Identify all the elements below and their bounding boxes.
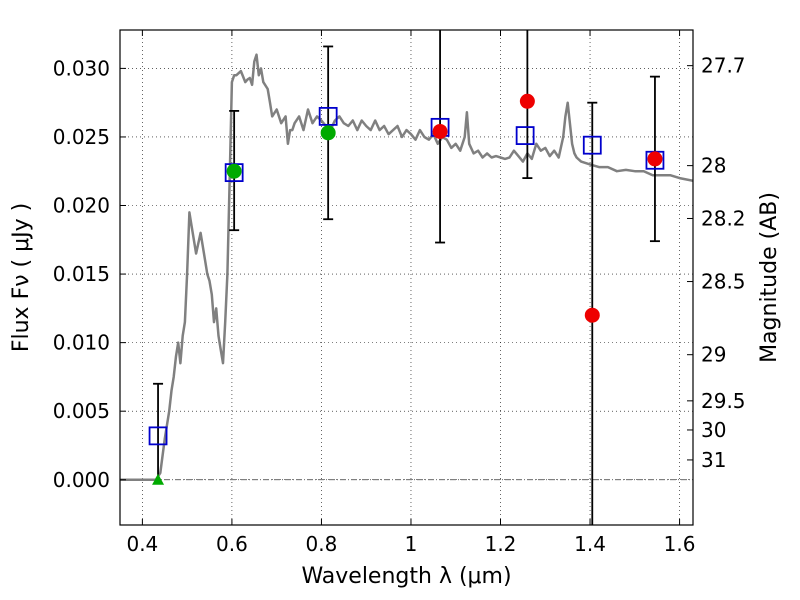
- x-tick-label: 1: [405, 532, 418, 556]
- y-tick-label: 0.015: [53, 262, 110, 286]
- model-spectrum-line: [120, 53, 693, 482]
- x-tick-label: 0.4: [126, 532, 158, 556]
- y-axis-right-magnitude: 27.7 28 28.2 28.5 29 29.5 30 31: [687, 54, 746, 472]
- x-axis: 0.4 0.6 0.8 1 1.2 1.4 1.6: [126, 30, 695, 556]
- y-tick-label: 0.010: [53, 331, 110, 355]
- mag-tick-label: 27.7: [701, 54, 746, 78]
- plot-frame: [119, 29, 694, 526]
- model-photometry-square: [318, 106, 338, 126]
- measurement-point-red: [519, 93, 535, 109]
- x-tick-label: 0.6: [216, 532, 248, 556]
- measurement-point-red: [584, 307, 600, 323]
- mag-tick-label: 29: [701, 343, 726, 367]
- mag-tick-label: 30: [701, 418, 726, 442]
- model-photometry-square: [148, 426, 168, 446]
- y-axis-left: 0.000 0.005 0.010 0.015 0.020 0.025 0.030: [53, 56, 126, 492]
- mag-tick-label: 31: [701, 448, 726, 472]
- grid-lines: [120, 30, 693, 525]
- model-photometry-square: [515, 126, 535, 145]
- y2-axis-label: Magnitude (AB): [757, 192, 782, 363]
- mag-tick-label: 28: [701, 154, 726, 178]
- x-axis-label: Wavelength λ (μm): [301, 564, 511, 589]
- y-tick-label: 0.000: [53, 468, 110, 492]
- model-photometry-square: [582, 135, 602, 155]
- y-tick-label: 0.005: [53, 399, 110, 423]
- mag-tick-label: 28.5: [701, 270, 746, 294]
- measurement-point-red: [647, 151, 663, 167]
- y-tick-label: 0.030: [53, 56, 110, 80]
- x-tick-label: 0.8: [306, 532, 338, 556]
- measurement-point-red: [432, 123, 448, 139]
- x-tick-label: 1.2: [485, 532, 517, 556]
- detection-point-green: [320, 125, 336, 141]
- y-tick-label: 0.020: [53, 194, 110, 218]
- y-tick-label: 0.025: [53, 125, 110, 149]
- upper-limit-triangle: [152, 473, 165, 485]
- detection-point-green: [226, 163, 242, 179]
- mag-tick-label: 29.5: [701, 389, 746, 413]
- y-axis-label: Flux Fν ( μJy ): [9, 203, 34, 352]
- x-tick-label: 1.6: [664, 532, 696, 556]
- mag-tick-label: 28.2: [701, 206, 746, 230]
- plot-area: [120, 30, 693, 525]
- x-tick-label: 1.4: [574, 532, 606, 556]
